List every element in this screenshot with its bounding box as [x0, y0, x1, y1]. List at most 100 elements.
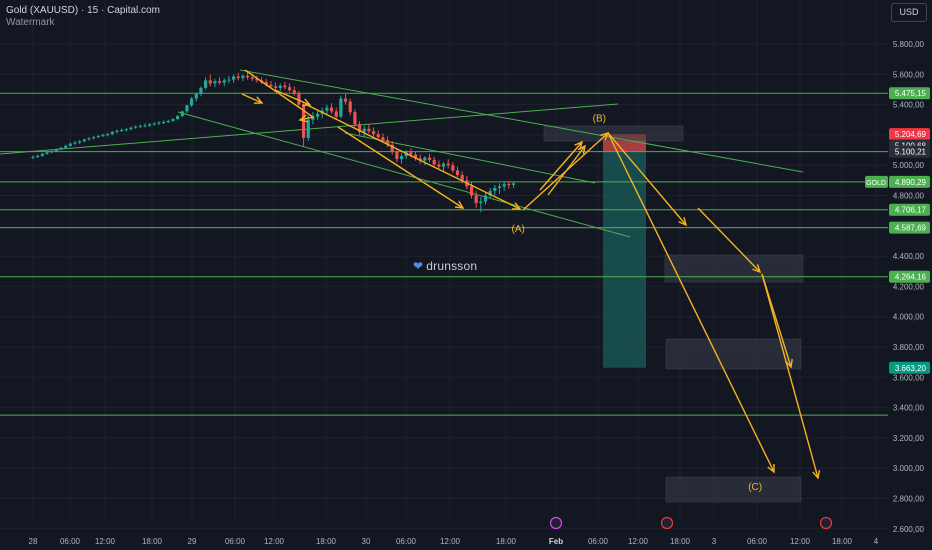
candle-body: [101, 134, 105, 137]
price-tag-text: 4.264,16: [895, 273, 927, 282]
wave-arrow-head: [574, 140, 584, 150]
candle-body: [171, 118, 175, 121]
heart-icon: ❤: [413, 259, 424, 273]
candle-body: [493, 187, 497, 191]
wave-arrow-head: [454, 200, 465, 209]
candle-body: [292, 90, 296, 94]
candle-body: [390, 144, 394, 152]
candle-body: [357, 124, 362, 132]
candle-body: [245, 75, 250, 78]
candle-body: [483, 195, 488, 202]
candle-body: [45, 152, 49, 154]
symbol-title: Gold (XAUUSD) · 15 · Capital.com: [6, 5, 160, 16]
candle-body: [59, 147, 63, 150]
candle-body: [157, 122, 161, 124]
trendline: [177, 111, 631, 238]
time-tick: 06:00: [225, 537, 246, 546]
wave-label: (C): [748, 482, 762, 493]
currency-button[interactable]: USD: [891, 3, 927, 22]
wave-arrow: [607, 132, 687, 226]
price-tick: 2.800,00: [893, 495, 925, 504]
short-target-zone: [603, 151, 646, 368]
event-icon: [549, 516, 563, 530]
time-tick: 12:00: [95, 537, 116, 546]
candle-body: [488, 190, 492, 196]
wave-arrow-head: [812, 470, 821, 480]
candle-body: [148, 124, 152, 126]
wave-arrow: [547, 145, 586, 196]
price-tick: 3.800,00: [893, 343, 925, 352]
candle-body: [87, 138, 91, 140]
time-tick: 06:00: [396, 537, 417, 546]
candle-body: [385, 140, 390, 145]
candle-body: [152, 123, 156, 125]
candle-body: [68, 143, 72, 146]
candle-body: [241, 75, 245, 79]
time-tick: 3: [712, 537, 717, 546]
price-tag: [889, 270, 930, 283]
candle-body: [82, 139, 86, 142]
candle-body: [395, 151, 399, 160]
candle-body: [315, 113, 320, 117]
watermark-text: drunsson: [426, 259, 478, 273]
candle-body: [213, 81, 217, 84]
candle-body: [40, 153, 44, 156]
candle-body: [507, 184, 511, 186]
price-tick: 4.200,00: [893, 282, 925, 291]
wave-arrow: [607, 132, 775, 473]
candle-body: [115, 130, 119, 132]
candle-body: [474, 195, 478, 204]
price-axis: 5.800,005.600,005.400,005.200,005.000,00…: [865, 40, 930, 534]
candle-body: [129, 127, 133, 130]
time-tick: 18:00: [670, 537, 691, 546]
wave-arrow: [337, 126, 464, 209]
candle-body: [110, 131, 114, 135]
candle-body: [218, 81, 222, 83]
wave-label: (B): [593, 113, 606, 124]
candle-body: [180, 111, 184, 116]
time-tick: 18:00: [496, 537, 517, 546]
wave-arrow-head: [752, 264, 762, 274]
wave-arrow-head: [298, 114, 308, 123]
candle-body: [329, 107, 334, 112]
price-tick: 3.400,00: [893, 404, 925, 413]
price-tag: [889, 87, 930, 100]
time-tick: 06:00: [747, 537, 768, 546]
projection-arrows: [241, 69, 821, 480]
price-tick: 5.800,00: [893, 40, 925, 49]
time-tick: 12:00: [264, 537, 285, 546]
candle-body: [264, 82, 268, 85]
trendline: [239, 69, 804, 173]
price-tick: 3.200,00: [893, 434, 925, 443]
candle-body: [278, 85, 282, 88]
event-icon: [819, 516, 833, 530]
candle-body: [64, 145, 68, 148]
candle-body: [204, 80, 208, 88]
price-tag-text: 5.204,69: [895, 130, 927, 139]
candle-body: [73, 142, 77, 144]
time-tick: 28: [29, 537, 38, 546]
wave-arrow: [244, 69, 315, 121]
candle-body: [446, 163, 450, 166]
trade-zones: [543, 125, 804, 503]
candle-body: [441, 163, 446, 167]
candle-body: [381, 137, 385, 141]
target-box: [665, 476, 802, 503]
wave-arrow-head: [301, 98, 312, 107]
candle-body: [469, 186, 474, 196]
candle-body: [92, 137, 96, 139]
symbol-tag-text: GOLD: [866, 180, 886, 187]
event-icon: [660, 516, 674, 530]
candle-body: [231, 76, 236, 80]
candle-body: [325, 107, 329, 111]
candle-body: [185, 105, 189, 112]
price-tick: 3.000,00: [893, 464, 925, 473]
candle-body: [227, 79, 231, 81]
candle-body: [236, 76, 240, 79]
candle-body: [297, 93, 301, 105]
candle-body: [479, 201, 483, 204]
price-tag: [889, 361, 930, 374]
target-box: [664, 254, 804, 283]
wave-arrow-head: [785, 358, 793, 369]
